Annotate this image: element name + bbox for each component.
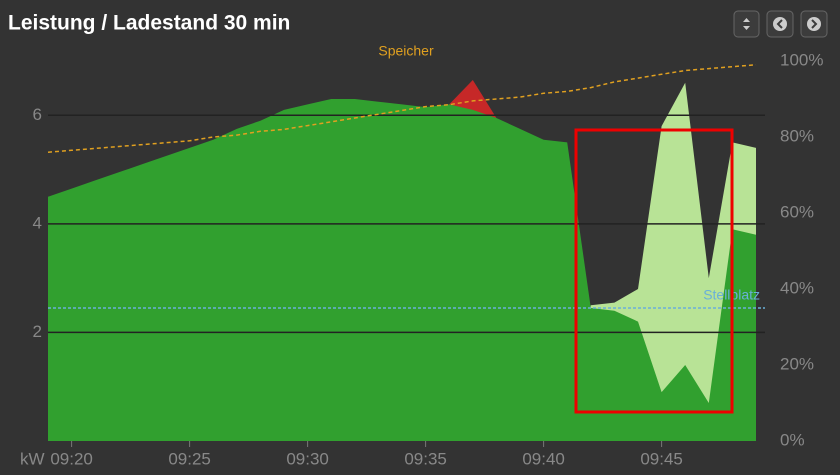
x-tick-label: 09:45	[640, 449, 683, 468]
x-tick-label: 09:40	[522, 449, 565, 468]
y-tick-label: 4	[33, 213, 42, 232]
area-series	[48, 99, 756, 441]
y2-tick-label: 40%	[780, 278, 814, 297]
y2-tick-label: 80%	[780, 126, 814, 145]
prev-icon	[773, 17, 787, 31]
y-tick-label: 6	[33, 105, 42, 124]
next-arrow	[811, 19, 818, 29]
line-series	[47, 64, 757, 153]
y2-tick-label: 100%	[780, 50, 823, 69]
y-tick-label: 2	[33, 322, 42, 341]
y-axis-label: kW	[20, 449, 45, 468]
toolbar	[733, 10, 828, 38]
x-tick-label: 09:35	[404, 449, 447, 468]
sort-icon	[743, 18, 750, 30]
chart-title: Leistung / Ladestand 30 min	[8, 12, 290, 35]
series-label: Speicher	[378, 43, 434, 59]
y2-tick-label: 20%	[780, 354, 814, 373]
highlight-box	[574, 128, 734, 414]
prev-arrow	[776, 19, 783, 29]
y2-tick-label: 0%	[780, 430, 805, 449]
x-tick-label: 09:25	[168, 449, 211, 468]
y2-tick-label: 60%	[780, 202, 814, 221]
x-tick-label: 09:30	[286, 449, 329, 468]
x-tick-label: 09:20	[50, 449, 93, 468]
next-icon	[807, 17, 821, 31]
sort-button[interactable]	[733, 10, 760, 38]
